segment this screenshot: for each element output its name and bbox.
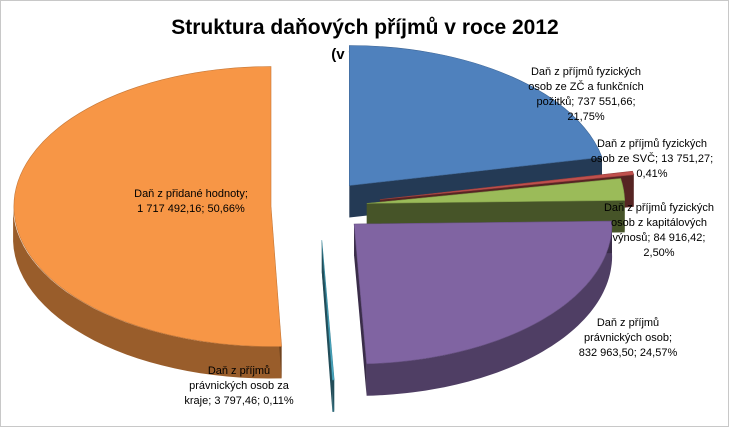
pie-slice-side-3-0 [366,221,613,396]
pie-slice-3 [353,220,613,365]
pie-slice-4 [321,240,335,381]
data-label-2: Daň z příjmů fyzických osob z kapitálovýc… [604,202,714,259]
pie-slice-2 [366,178,626,204]
pie-slice-face-3-1 [354,224,367,396]
pie-slice-face-4-1 [321,240,333,412]
data-label-5: Daň z přidané hodnoty; 1 717 492,16; 50,6… [134,188,248,215]
pie-slice-0 [349,45,603,186]
data-label-1: Daň z příjmů fyzických osob ze SVČ; 13 75… [591,138,713,180]
pie-top-layer [13,45,635,381]
pie-slice-5 [13,66,282,347]
data-label-4: Daň z příjmů právnických osob za kraje; 3 … [184,365,293,407]
pie-labels-layer: Daň z příjmů fyzických osob ze ZČ a funkč… [134,66,714,407]
data-label-3: Daň z příjmů právnických osob; 832 963,50;… [579,317,678,359]
pie-slice-1 [379,170,635,200]
data-label-0: Daň z příjmů fyzických osob ze ZČ a funkč… [528,66,644,123]
chart-title: Struktura daňových příjmů v roce 2012 [171,16,558,39]
pie-slice-side-5-0 [13,202,282,379]
